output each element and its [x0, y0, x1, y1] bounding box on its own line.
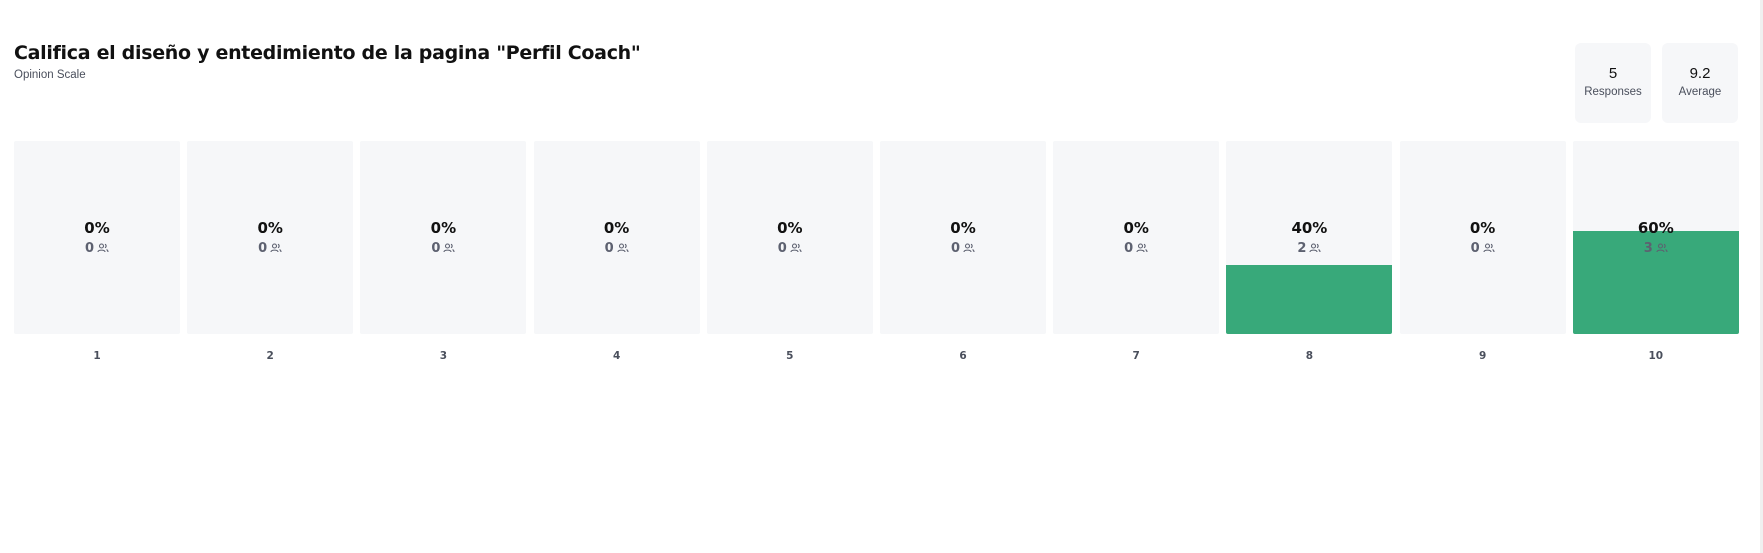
bar-count-label: 3 — [1573, 241, 1739, 256]
bar-track — [14, 141, 180, 334]
average-card: 9.2 Average — [1662, 43, 1738, 123]
bar-count-value: 0 — [1124, 241, 1134, 256]
question-type-label: Opinion Scale — [14, 69, 86, 81]
bar-count-value: 0 — [1470, 241, 1480, 256]
average-value: 9.2 — [1689, 65, 1711, 82]
bar-percent-label: 0% — [257, 219, 283, 237]
bar-track — [1572, 141, 1739, 334]
bar-category-label: 10 — [1648, 350, 1664, 362]
bar-category-label: 5 — [786, 350, 794, 362]
bar-count-value: 2 — [1297, 241, 1307, 256]
people-icon — [1656, 243, 1668, 253]
bar-category-label: 9 — [1478, 350, 1487, 362]
bar[interactable] — [1572, 231, 1739, 334]
bar-track — [1226, 141, 1393, 334]
bar-percent-label: 0% — [1469, 219, 1496, 237]
bar-percent-label: 0% — [950, 219, 976, 237]
page-scrollbar[interactable] — [1760, 0, 1763, 553]
bar-percent-label: 0% — [430, 219, 457, 237]
bar-count-label: 2 — [1226, 241, 1392, 256]
bar-count-label: 0 — [14, 241, 180, 256]
bar-category-label: 1 — [93, 350, 101, 362]
responses-value: 5 — [1608, 65, 1618, 82]
bar-category-label: 3 — [439, 350, 448, 362]
bar-track — [880, 141, 1046, 334]
bar-count-label: 0 — [880, 241, 1046, 256]
people-icon — [790, 243, 802, 253]
bar-category-label: 6 — [959, 350, 967, 362]
bar-count-label: 0 — [1053, 241, 1219, 256]
bar-track — [1053, 141, 1220, 334]
bar-category-label: 7 — [1132, 350, 1140, 362]
bar-count-label: 0 — [1400, 241, 1566, 256]
people-icon — [1309, 243, 1321, 253]
bar-count-value: 0 — [604, 241, 614, 256]
bar-percent-label: 0% — [1123, 219, 1149, 237]
bar-count-value: 3 — [1643, 241, 1653, 256]
bar-count-value: 0 — [258, 241, 268, 256]
bar-category-label: 8 — [1305, 350, 1314, 362]
opinion-scale-chart: 0% 0 1 0% 0 2 0% 0 3 0% 0 4 0% 0 5 0% 0 6 0% 0 7 40% 2 8 0% 0 9 60%… — [14, 141, 1739, 371]
bar-count-value: 0 — [777, 241, 787, 256]
people-icon — [617, 243, 629, 253]
bar-track — [360, 141, 527, 334]
bar-track — [1399, 141, 1566, 334]
bar-category-label: 2 — [266, 350, 274, 362]
people-icon — [963, 243, 975, 253]
responses-card: 5 Responses — [1575, 43, 1651, 123]
bar-count-label: 0 — [534, 241, 700, 256]
bar-percent-label: 0% — [84, 219, 110, 237]
bar-percent-label: 0% — [603, 219, 630, 237]
bar-track — [533, 141, 700, 334]
bar-percent-label: 0% — [777, 219, 803, 237]
bar-track — [187, 141, 354, 334]
people-icon — [97, 243, 109, 253]
responses-label: Responses — [1584, 86, 1642, 98]
average-label: Average — [1678, 86, 1722, 98]
bar-count-value: 0 — [431, 241, 441, 256]
bar-count-label: 0 — [707, 241, 873, 256]
bar-count-value: 0 — [950, 241, 961, 256]
people-icon — [270, 243, 282, 253]
bar-category-label: 4 — [612, 350, 621, 362]
people-icon — [1483, 243, 1495, 253]
bar-count-value: 0 — [84, 241, 95, 256]
bar[interactable] — [1226, 265, 1393, 334]
bar-track — [706, 141, 873, 334]
bar-percent-label: 40% — [1291, 219, 1328, 237]
people-icon — [1136, 243, 1148, 253]
people-icon — [443, 243, 455, 253]
bar-count-label: 0 — [187, 241, 353, 256]
bar-count-label: 0 — [360, 241, 526, 256]
question-title: Califica el diseño y entedimiento de la … — [14, 42, 641, 64]
bar-percent-label: 60% — [1637, 219, 1674, 237]
